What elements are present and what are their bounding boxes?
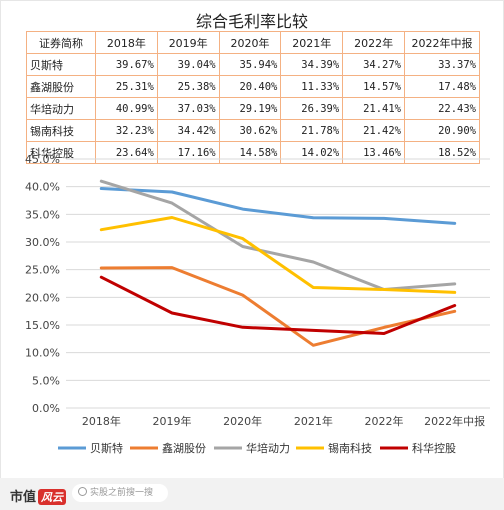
series-line-1 <box>99 187 457 225</box>
table-cell: 20.90% <box>404 119 480 142</box>
table-cell: 40.99% <box>95 97 158 120</box>
table-header-cell: 2018年 <box>95 31 158 54</box>
footer-bar: 市值 风云 实股之前搜一搜 <box>0 478 504 510</box>
table-header-cell: 2020年 <box>218 31 282 54</box>
y-tick-label: 40.0% <box>25 181 60 194</box>
table-row: 华培动力 40.99% 37.03% 29.19% 26.39% 21.41% 22.43% <box>26 97 480 120</box>
table-header-cell: 证券简称 <box>26 31 96 54</box>
search-placeholder: 实股之前搜一搜 <box>90 488 154 498</box>
legend-label: 贝斯特 <box>90 441 123 455</box>
x-tick-label: 2018年 <box>82 414 121 428</box>
search-box[interactable]: 实股之前搜一搜 <box>72 484 168 502</box>
search-icon <box>78 487 87 496</box>
table-cell: 39.04% <box>156 53 220 76</box>
brand-logo: 市值 风云 <box>10 486 67 505</box>
x-tick-label: 2022年中报 <box>424 414 485 428</box>
y-tick-label: 25.0% <box>25 264 60 277</box>
table-cell: 11.33% <box>280 75 344 98</box>
y-tick-label: 10.0% <box>25 347 60 360</box>
legend-label: 科华控股 <box>412 441 456 455</box>
y-tick-label: 30.0% <box>25 236 60 249</box>
data-table: 证券简称 2018年 2019年 2020年 2021年 2022年 2022年中报 贝斯特… <box>26 31 480 164</box>
table-cell: 30.62% <box>218 119 282 142</box>
table-cell: 26.39% <box>280 97 344 120</box>
table-cell: 21.42% <box>342 119 405 142</box>
series-line-3 <box>99 179 457 291</box>
legend-label: 华培动力 <box>246 441 290 455</box>
table-row: 贝斯特 39.67% 39.04% 35.94% 34.39% 34.27% 33.37% <box>26 53 480 76</box>
table-cell: 25.31% <box>95 75 158 98</box>
table-cell: 18.52% <box>404 141 480 164</box>
table-cell: 39.67% <box>95 53 158 76</box>
table-cell: 29.19% <box>218 97 282 120</box>
table-cell: 17.48% <box>404 75 480 98</box>
x-tick-label: 2019年 <box>153 414 192 428</box>
y-tick-label: 15.0% <box>25 319 60 332</box>
table-cell: 13.46% <box>342 141 405 164</box>
table-row-name: 科华控股 <box>26 141 96 164</box>
table-header-row: 证券简称 2018年 2019年 2020年 2021年 2022年 2022年中报 <box>26 31 480 54</box>
series-line-4 <box>99 216 457 294</box>
table-cell: 14.02% <box>280 141 344 164</box>
table-header-cell: 2021年 <box>280 31 344 54</box>
table-row-name: 鑫湖股份 <box>26 75 96 98</box>
y-tick-label: 0.0% <box>32 402 60 415</box>
table-header-cell: 2022年 <box>342 31 405 54</box>
y-tick-label: 5.0% <box>32 374 60 387</box>
x-tick-label: 2021年 <box>294 414 333 428</box>
x-tick-label: 2022年 <box>365 414 404 428</box>
table-header-cell: 2022年中报 <box>404 31 480 54</box>
table-body: 贝斯特 39.67% 39.04% 35.94% 34.39% 34.27% 33.37% 鑫… <box>26 53 480 164</box>
table-cell: 32.23% <box>95 119 158 142</box>
brand-logo-text: 市值 <box>10 490 37 505</box>
table-row: 鑫湖股份 25.31% 25.38% 20.40% 11.33% 14.57% 17.48% <box>26 75 480 98</box>
y-tick-label: 20.0% <box>25 291 60 304</box>
table-cell: 21.41% <box>342 97 405 120</box>
table-cell: 37.03% <box>156 97 220 120</box>
series-line-2 <box>99 266 457 347</box>
series-line-5 <box>99 275 457 335</box>
table-cell: 25.38% <box>156 75 220 98</box>
table-cell: 21.78% <box>280 119 344 142</box>
table-row: 锡南科技 32.23% 34.42% 30.62% 21.78% 21.42% 20.90% <box>26 119 480 142</box>
table-cell: 20.40% <box>218 75 282 98</box>
table-row: 科华控股 23.64% 17.16% 14.58% 14.02% 13.46% 18.52% <box>26 141 480 164</box>
x-tick-label: 2020年 <box>223 414 262 428</box>
brand-logo-mark: 风云 <box>38 489 67 505</box>
table-cell: 33.37% <box>404 53 480 76</box>
table-cell: 22.43% <box>404 97 480 120</box>
table-cell: 14.58% <box>218 141 282 164</box>
legend-label: 锡南科技 <box>328 441 372 455</box>
chart-title: 综合毛利率比较 <box>195 12 308 31</box>
y-tick-label: 45.0% <box>25 153 60 166</box>
table-cell: 34.27% <box>342 53 405 76</box>
table-row-name: 锡南科技 <box>26 119 96 142</box>
table-cell: 14.57% <box>342 75 405 98</box>
table-cell: 35.94% <box>218 53 282 76</box>
legend-label: 鑫湖股份 <box>162 441 206 455</box>
table-cell: 34.42% <box>156 119 220 142</box>
table-row-name: 贝斯特 <box>26 53 96 76</box>
table-header-cell: 2019年 <box>156 31 220 54</box>
line-chart: 0.0% 5.0% 10.0% 15.0% 20.0% 25.0% 30.0% 35.0% 40… <box>25 153 490 455</box>
table-cell: 34.39% <box>280 53 344 76</box>
table-cell: 23.64% <box>95 141 158 164</box>
y-tick-label: 35.0% <box>25 208 60 221</box>
table-row-name: 华培动力 <box>26 97 96 120</box>
